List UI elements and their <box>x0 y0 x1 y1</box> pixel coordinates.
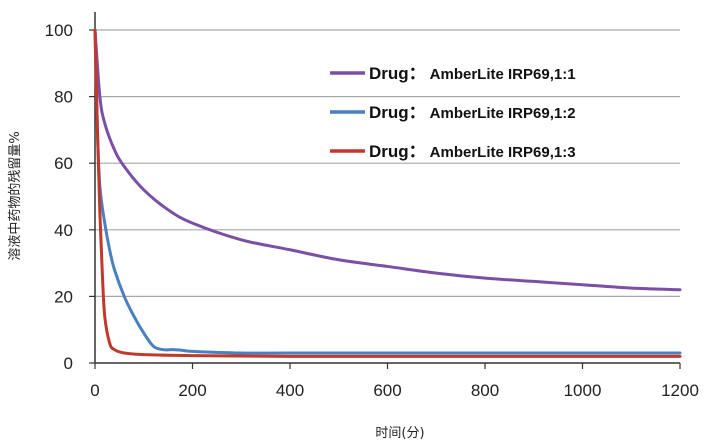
y-tick-label: 20 <box>54 287 73 306</box>
x-tick-label: 0 <box>90 381 99 400</box>
x-tick-label: 200 <box>178 381 206 400</box>
y-axis-label: 溶液中药物的残留量% <box>7 131 23 260</box>
legend-entry-2: Drug： AmberLite IRP69,1:2 <box>330 103 576 122</box>
series-line-1 <box>93 28 682 292</box>
legend-entry-3: Drug： AmberLite IRP69,1:3 <box>330 142 576 161</box>
x-axis-label: 时间(分) <box>375 426 424 441</box>
legend-label: Drug： AmberLite IRP69,1:1 <box>369 64 576 83</box>
legend-label: Drug： AmberLite IRP69,1:3 <box>369 142 576 161</box>
y-tick-label: 80 <box>54 88 73 107</box>
x-tick-label: 1200 <box>661 381 699 400</box>
y-tick-label: 60 <box>54 154 73 173</box>
legend-entry-1: Drug： AmberLite IRP69,1:1 <box>330 64 576 83</box>
series-line-3 <box>93 28 682 358</box>
y-tick-label: 0 <box>64 354 73 373</box>
y-tick-label: 100 <box>45 21 73 40</box>
y-tick-label: 40 <box>54 221 73 240</box>
x-tick-label: 800 <box>471 381 499 400</box>
x-tick-label: 400 <box>276 381 304 400</box>
x-tick-label: 600 <box>373 381 401 400</box>
x-tick-label: 1000 <box>564 381 602 400</box>
gridlines <box>95 29 680 297</box>
legend: Drug： AmberLite IRP69,1:1 Drug： AmberLite I… <box>330 64 576 161</box>
series-lines <box>93 28 682 358</box>
legend-label: Drug： AmberLite IRP69,1:2 <box>369 103 576 122</box>
series-line-2 <box>93 28 682 355</box>
